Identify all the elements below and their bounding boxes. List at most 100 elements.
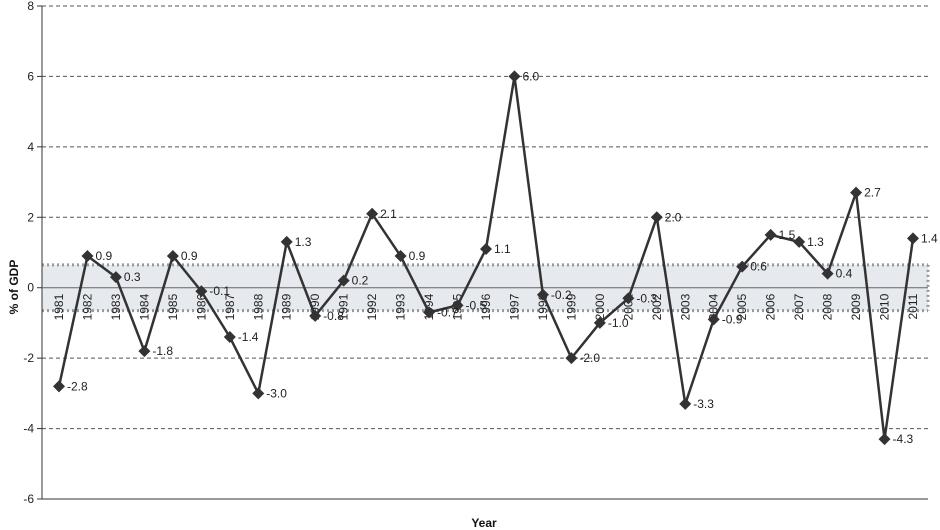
data-point-marker [764, 228, 777, 241]
data-point-marker [907, 232, 919, 245]
data-point-marker [451, 299, 464, 312]
data-point-marker [280, 235, 293, 248]
data-point-marker [337, 274, 350, 287]
x-tick-label: 1997 [507, 293, 521, 320]
y-axis-title: % of GDP [7, 260, 21, 315]
x-tick-label: 2008 [821, 293, 835, 320]
x-tick-label: 1985 [166, 293, 180, 320]
x-tick-label: 1982 [80, 293, 94, 320]
data-point-marker [707, 313, 720, 326]
data-point-marker [850, 186, 863, 199]
gridlines [42, 5, 928, 430]
x-tick-label: 2011 [906, 293, 920, 319]
data-label: 2.1 [380, 207, 397, 221]
x-axis-title: Year [471, 516, 497, 530]
x-tick-label: 1999 [564, 293, 578, 320]
x-tick-label: 2007 [792, 293, 806, 320]
x-tick-label: 1988 [251, 293, 265, 320]
data-label: 0.9 [181, 249, 198, 263]
data-label: 0.9 [409, 249, 426, 263]
x-tick-label: 2003 [678, 293, 692, 320]
data-label: -4.3 [893, 432, 914, 446]
data-point-marker [565, 352, 578, 365]
data-label: 2.0 [665, 210, 682, 224]
x-tick-label: 1996 [479, 293, 493, 320]
data-point-marker [423, 306, 436, 319]
x-tick-label: 1981 [52, 293, 66, 320]
y-tick-label: -6 [23, 492, 34, 506]
data-point-marker [81, 250, 94, 263]
x-tick-label: 2009 [849, 293, 863, 320]
data-point-marker [366, 207, 379, 220]
data-label: 1.3 [807, 235, 824, 249]
y-tick-label: 0 [27, 281, 34, 295]
data-label: -2.8 [67, 379, 88, 393]
data-point-marker [53, 380, 65, 393]
data-point-marker [536, 288, 549, 301]
data-label: 1.5 [779, 228, 796, 242]
x-tick-label: 2010 [878, 293, 892, 320]
data-point-marker [309, 309, 322, 322]
data-label: 0.6 [750, 260, 767, 274]
x-tick-labels: 1981 1982 1983 1984 1985 1986 1987 1988 1989 1990… [52, 293, 920, 320]
data-label: 1.4 [921, 231, 938, 245]
data-label: -3.0 [266, 386, 287, 400]
data-label: -0.8 [323, 309, 344, 323]
y-tick-label: 8 [27, 0, 34, 13]
y-tick-label: 4 [27, 140, 34, 154]
data-point-marker [593, 316, 606, 329]
data-point-marker [650, 211, 663, 224]
x-tick-label: 2002 [650, 293, 664, 320]
series-markers [53, 70, 919, 446]
data-label: -0.1 [209, 284, 230, 298]
data-point-marker [109, 271, 122, 284]
data-label: -1.8 [152, 344, 173, 358]
x-tick-label: 1993 [394, 293, 408, 320]
x-tick-label: 2005 [735, 293, 749, 320]
data-label: -0.9 [722, 312, 743, 326]
data-point-marker [508, 70, 521, 83]
data-point-marker [821, 267, 834, 280]
data-point-marker [480, 242, 492, 255]
y-tick-label: -4 [23, 422, 34, 436]
data-label: 0.3 [124, 270, 141, 284]
data-label: -0.5 [466, 298, 487, 312]
x-tick-label: 2006 [764, 293, 778, 320]
x-tick-label: 1989 [280, 293, 294, 320]
data-point-marker [736, 260, 749, 273]
data-point-marker [679, 397, 692, 410]
data-point-marker [166, 250, 179, 263]
y-tick-label: -2 [23, 351, 34, 365]
data-point-marker [138, 345, 151, 358]
data-label: -0.3 [636, 291, 657, 305]
x-tick-label: 1984 [137, 293, 151, 320]
x-tick-label: 1992 [365, 293, 379, 320]
data-label: -0.2 [551, 288, 572, 302]
x-tick-label: 1986 [194, 293, 208, 320]
data-point-marker [622, 292, 635, 305]
data-label: -1.4 [238, 330, 259, 344]
data-label: -0.7 [437, 305, 458, 319]
data-label: -1.0 [608, 316, 629, 330]
data-point-marker [195, 285, 208, 298]
data-label: 1.1 [494, 242, 511, 256]
x-tick-label: 1987 [223, 293, 237, 320]
data-label: 2.7 [864, 186, 881, 200]
x-tick-label: 2000 [593, 293, 607, 320]
data-label: -3.3 [693, 397, 714, 411]
data-point-marker [252, 387, 265, 400]
data-point-marker [878, 433, 891, 446]
data-point-marker [793, 235, 806, 248]
data-label: 0.2 [352, 274, 369, 288]
data-label: 6.0 [522, 69, 539, 83]
x-tick-label: 1991 [337, 293, 351, 320]
y-tick-label: 6 [27, 69, 34, 83]
data-label: 1.3 [295, 235, 312, 249]
data-label: 0.4 [836, 267, 853, 281]
data-point-marker [223, 331, 236, 344]
y-tick-label: 2 [27, 210, 34, 224]
data-label: -2.0 [579, 351, 600, 365]
data-point-marker [394, 250, 407, 263]
